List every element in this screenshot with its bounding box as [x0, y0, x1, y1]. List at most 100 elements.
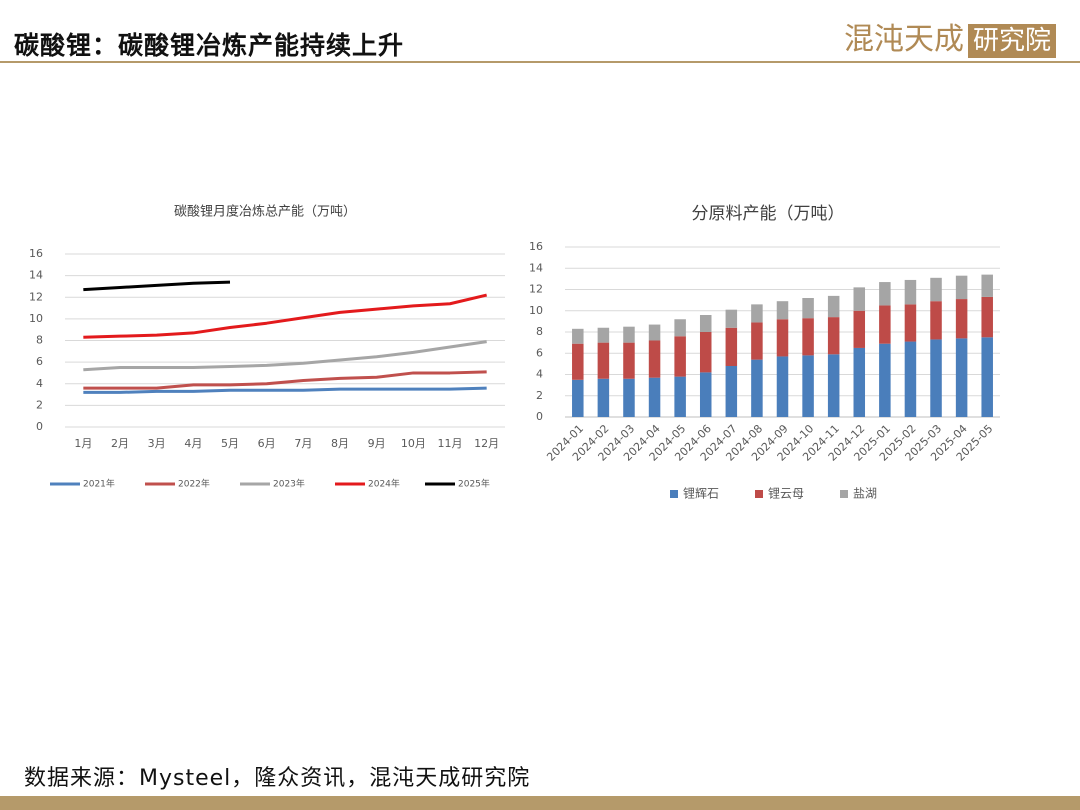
header-line: [0, 61, 1080, 63]
x-tick-label: 6月: [258, 437, 276, 450]
bar-segment: [674, 336, 686, 377]
bar-segment: [751, 359, 763, 417]
bar-segment: [879, 282, 891, 306]
bar-segment: [597, 327, 610, 343]
logo-box: 研究院: [967, 24, 1056, 58]
chart-title: 碳酸锂月度冶炼总产能（万吨）: [174, 204, 356, 220]
x-tick-label: 3月: [148, 437, 166, 450]
x-tick-label: 7月: [294, 437, 312, 450]
y-tick-label: 2: [36, 398, 43, 411]
bar-segment: [955, 275, 968, 300]
bar-segment: [879, 343, 891, 417]
y-tick-label: 6: [36, 355, 43, 368]
y-tick-label: 8: [536, 325, 543, 338]
bar-segment: [930, 339, 942, 417]
bar-segment: [981, 274, 993, 297]
bar-segment: [725, 309, 738, 328]
line-series: [83, 370, 487, 390]
legend-label: 2022年: [178, 478, 210, 490]
bar-segment: [827, 354, 840, 417]
bar-segment: [802, 318, 814, 356]
legend-label: 2021年: [83, 478, 115, 490]
bar-segment: [776, 356, 789, 417]
y-tick-label: 16: [529, 240, 543, 253]
footer-bar: [0, 796, 1080, 810]
y-tick-label: 6: [536, 346, 543, 359]
y-tick-label: 4: [36, 377, 43, 390]
bar-segment: [597, 342, 610, 379]
y-tick-label: 10: [529, 304, 543, 317]
bar-segment: [904, 279, 917, 305]
legend-label: 盐湖: [853, 486, 877, 501]
x-tick-label: 2月: [111, 437, 129, 450]
legend-label: 2025年: [458, 478, 490, 490]
x-tick-label: 12月: [474, 437, 499, 450]
legend-label: 锂云母: [768, 486, 804, 501]
bar-segment: [853, 347, 866, 417]
bar-segment: [572, 328, 584, 344]
y-tick-label: 8: [36, 334, 43, 347]
bar-segment: [879, 305, 891, 344]
bar-segment: [981, 337, 993, 417]
bar-segment: [776, 319, 789, 357]
bar-segment: [699, 372, 712, 417]
bar-segment: [802, 298, 814, 319]
logo-text: 混沌天成: [843, 22, 964, 57]
header-title: 碳酸锂：碳酸锂冶炼产能持续上升: [14, 31, 405, 60]
x-tick-label: 5月: [221, 437, 239, 450]
bar-segment: [776, 301, 789, 320]
bar-segment: [853, 287, 866, 311]
bar-segment: [674, 376, 686, 417]
bar-segment: [648, 340, 661, 378]
bar-segment: [725, 366, 738, 417]
y-tick-label: 2: [536, 389, 543, 402]
x-tick-label: 1月: [74, 437, 92, 450]
bar-segment: [904, 341, 917, 417]
x-tick-label: 10月: [401, 437, 426, 450]
bar-segment: [674, 319, 686, 337]
bar-segment: [930, 301, 942, 340]
y-tick-label: 12: [529, 283, 543, 296]
bar-segment: [648, 377, 661, 417]
bar-segment: [623, 378, 635, 417]
legend-label: 2024年: [368, 478, 400, 490]
bar-segment: [751, 322, 763, 360]
legend-swatch: [840, 490, 848, 498]
bar-segment: [827, 295, 840, 318]
legend-label: 2023年: [273, 478, 305, 490]
bar-segment: [623, 326, 635, 343]
bar-segment: [827, 317, 840, 355]
bar-segment: [930, 277, 942, 302]
y-tick-label: 0: [536, 410, 543, 423]
bar-segment: [648, 324, 661, 341]
bar-segment: [802, 355, 814, 417]
bar-segment: [751, 304, 763, 323]
source-note: 数据来源：Mysteel，隆众资讯，混沌天成研究院: [24, 766, 531, 791]
y-tick-label: 4: [536, 368, 543, 381]
bar-segment: [699, 332, 712, 373]
bar-segment: [904, 304, 917, 342]
bar-segment: [699, 315, 712, 332]
bar-segment: [853, 310, 866, 348]
line-series: [83, 340, 487, 372]
legend-label: 锂辉石: [683, 486, 719, 501]
x-tick-label: 9月: [368, 437, 386, 450]
bar-segment: [597, 378, 610, 417]
bar-segment: [623, 342, 635, 379]
y-tick-label: 14: [529, 261, 543, 274]
x-tick-label: 4月: [184, 437, 202, 450]
legend-swatch: [670, 490, 678, 498]
bar-segment: [955, 299, 968, 339]
y-tick-label: 0: [36, 420, 43, 433]
legend-swatch: [755, 490, 763, 498]
y-tick-label: 10: [29, 312, 43, 325]
bar-segment: [955, 338, 968, 417]
x-tick-label: 11月: [438, 437, 463, 450]
y-tick-label: 14: [29, 269, 43, 282]
x-tick-label: 8月: [331, 437, 349, 450]
bar-segment: [725, 327, 738, 366]
logo: 混沌天成 研究院: [844, 14, 1056, 58]
chart-title: 分原料产能（万吨）: [692, 204, 845, 224]
